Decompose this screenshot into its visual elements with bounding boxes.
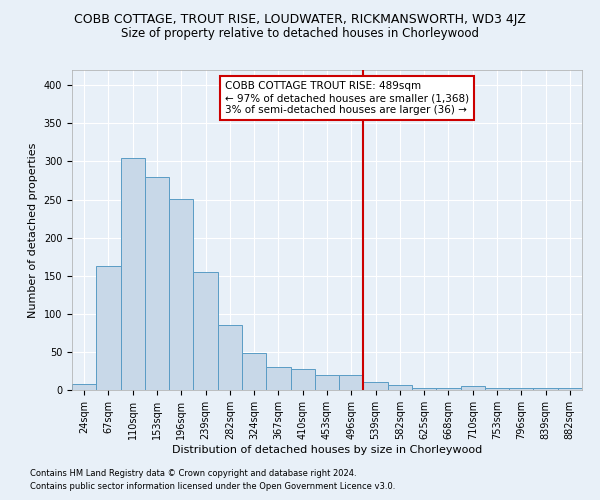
Bar	[461, 386, 485, 390]
Bar	[364, 382, 388, 390]
Text: COBB COTTAGE TROUT RISE: 489sqm
← 97% of detached houses are smaller (1,368)
3% : COBB COTTAGE TROUT RISE: 489sqm ← 97% of…	[225, 82, 469, 114]
Text: Contains public sector information licensed under the Open Government Licence v3: Contains public sector information licen…	[30, 482, 395, 491]
Bar	[412, 388, 436, 390]
Bar	[242, 352, 266, 390]
Text: COBB COTTAGE, TROUT RISE, LOUDWATER, RICKMANSWORTH, WD3 4JZ: COBB COTTAGE, TROUT RISE, LOUDWATER, RIC…	[74, 12, 526, 26]
Bar	[96, 266, 121, 390]
Bar	[533, 388, 558, 390]
Bar	[436, 388, 461, 390]
Bar	[509, 388, 533, 390]
X-axis label: Distribution of detached houses by size in Chorleywood: Distribution of detached houses by size …	[172, 444, 482, 454]
Bar	[558, 388, 582, 390]
Bar	[72, 384, 96, 390]
Bar	[266, 367, 290, 390]
Bar	[121, 158, 145, 390]
Bar	[218, 325, 242, 390]
Bar	[485, 388, 509, 390]
Y-axis label: Number of detached properties: Number of detached properties	[28, 142, 38, 318]
Bar	[290, 370, 315, 390]
Bar	[339, 375, 364, 390]
Text: Size of property relative to detached houses in Chorleywood: Size of property relative to detached ho…	[121, 28, 479, 40]
Bar	[145, 176, 169, 390]
Bar	[193, 272, 218, 390]
Bar	[315, 375, 339, 390]
Bar	[169, 199, 193, 390]
Text: Contains HM Land Registry data © Crown copyright and database right 2024.: Contains HM Land Registry data © Crown c…	[30, 468, 356, 477]
Bar	[388, 384, 412, 390]
